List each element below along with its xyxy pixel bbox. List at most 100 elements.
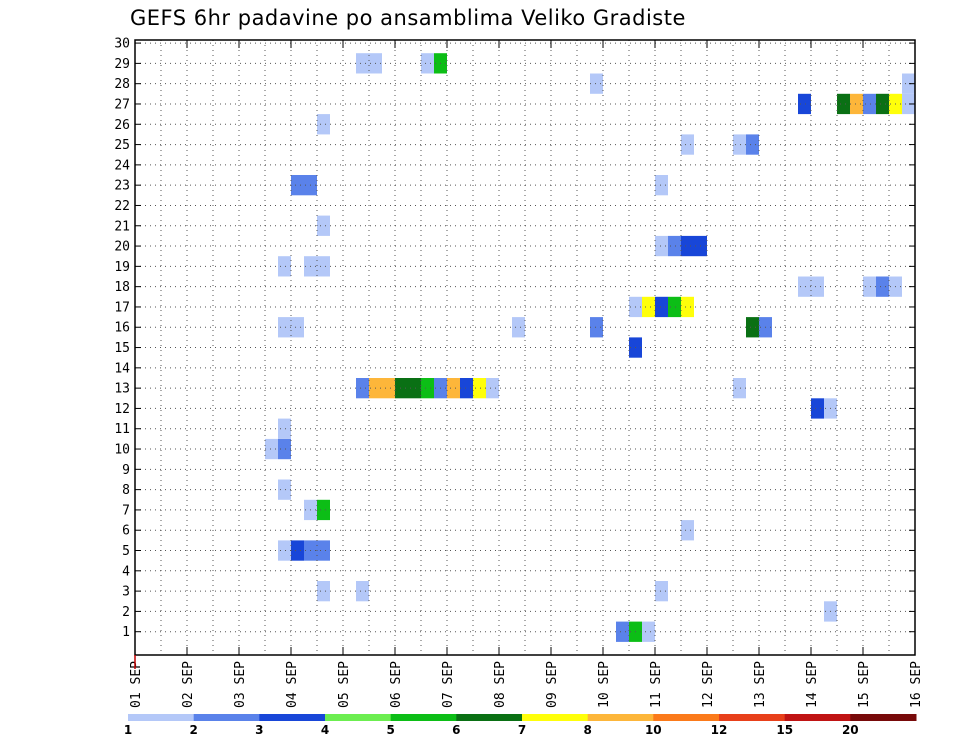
heatmap-cell: [681, 520, 694, 541]
heatmap-cell: [265, 438, 278, 460]
x-tick-label: 01 SEP: [129, 661, 144, 708]
heatmap-cell: [317, 114, 330, 135]
heatmap-cell: [811, 398, 824, 419]
heatmap-cell: [460, 378, 473, 399]
heatmap-cell: [811, 276, 824, 297]
heatmap-cell: [356, 53, 369, 74]
colorbar-segment: [390, 714, 457, 721]
x-tick-label: 02 SEP: [181, 661, 196, 708]
heatmap-cell: [278, 438, 291, 460]
y-tick-label: 4: [122, 564, 130, 579]
y-tick-label: 8: [122, 483, 130, 498]
heatmap-cell: [616, 621, 629, 642]
y-tick-label: 2: [122, 605, 130, 620]
colorbar-segment: [850, 714, 917, 721]
y-tick-label: 24: [114, 158, 130, 173]
y-tick-label: 10: [114, 443, 130, 458]
heatmap-cell: [421, 378, 434, 399]
y-tick-label: 7: [122, 503, 130, 518]
colorbar-label: 5: [387, 723, 395, 737]
y-tick-label: 25: [114, 138, 130, 153]
heatmap-cell: [863, 276, 876, 297]
colorbar-label: 15: [776, 723, 793, 737]
y-tick-label: 21: [114, 219, 130, 234]
x-tick-label: 14 SEP: [805, 661, 820, 708]
y-tick-label: 5: [122, 544, 130, 559]
y-tick-label: 22: [114, 199, 130, 214]
heatmap-cell: [902, 73, 915, 94]
heatmap-cell: [317, 499, 330, 521]
heatmap-cell: [733, 134, 746, 155]
y-tick-label: 1: [122, 625, 130, 640]
y-tick-label: 17: [114, 300, 130, 315]
heatmap-cell: [902, 93, 915, 115]
heatmap-cell: [512, 317, 525, 338]
heatmap-cell: [850, 93, 863, 115]
colorbar-label: 1: [124, 723, 132, 737]
y-tick-label: 14: [114, 361, 130, 376]
heatmap-cell: [408, 378, 421, 399]
heatmap-cell: [473, 378, 486, 399]
x-tick-label: 06 SEP: [389, 661, 404, 708]
y-tick-label: 11: [114, 422, 130, 437]
colorbar-segment: [193, 714, 260, 721]
heatmap-cell: [278, 256, 291, 277]
y-tick-label: 13: [114, 382, 130, 397]
plot-frame: [134, 39, 916, 656]
heatmap-cell: [668, 235, 681, 257]
heatmap-cell: [486, 378, 499, 399]
x-tick-label: 09 SEP: [545, 661, 560, 708]
heatmap-cell: [655, 296, 668, 318]
heatmap-cell: [590, 317, 603, 338]
colorbar-segment: [784, 714, 851, 721]
heatmap-cell: [655, 581, 668, 602]
colorbar-label: 2: [190, 723, 198, 737]
heatmap-cell: [798, 276, 811, 297]
heatmap-cell: [447, 378, 460, 399]
y-tick-label: 28: [114, 77, 130, 92]
y-tick-label: 3: [122, 585, 130, 600]
heatmap-cell: [291, 540, 304, 561]
heatmap-cell: [681, 134, 694, 155]
colorbar-label: 6: [452, 723, 460, 737]
y-tick-label: 23: [114, 179, 130, 194]
x-tick-label: 04 SEP: [285, 661, 300, 708]
x-tick-label: 08 SEP: [493, 661, 508, 708]
heatmap-cell: [681, 296, 694, 318]
colorbar-segment: [325, 714, 392, 721]
y-tick-label: 26: [114, 118, 130, 133]
heatmap-cell: [876, 93, 889, 115]
colorbar-label: 10: [645, 723, 662, 737]
colorbar-label: 8: [584, 723, 592, 737]
heatmap-cell: [278, 540, 291, 561]
y-tick-label: 6: [122, 524, 130, 539]
heatmap-cell: [291, 317, 304, 338]
heatmap-cell: [655, 235, 668, 257]
heatmap-cell: [837, 93, 850, 115]
x-tick-label: 16 SEP: [909, 661, 924, 708]
heatmap-cell: [356, 378, 369, 399]
x-tick-label: 13 SEP: [753, 661, 768, 708]
colorbar-segment: [653, 714, 720, 721]
heatmap-cell: [291, 175, 304, 196]
y-tick-label: 29: [114, 57, 130, 72]
x-tick-label: 12 SEP: [701, 661, 716, 708]
colorbar-segment: [719, 714, 786, 721]
y-tick-label: 20: [114, 240, 130, 255]
heatmap-cell: [733, 378, 746, 399]
y-tick-label: 30: [114, 37, 130, 52]
colorbar-label: 7: [518, 723, 526, 737]
colorbar-label: 4: [321, 723, 329, 737]
x-tick-label: 05 SEP: [337, 661, 352, 708]
heatmap-cell: [278, 317, 291, 338]
x-tick-label: 07 SEP: [441, 661, 456, 708]
heatmap-cell: [590, 73, 603, 94]
heatmap-cell: [746, 134, 759, 155]
x-tick-label: 15 SEP: [857, 661, 872, 708]
colorbar-label: 3: [255, 723, 263, 737]
heatmap-cell: [317, 215, 330, 236]
y-tick-label: 19: [114, 260, 130, 275]
heatmap-cell: [382, 378, 395, 399]
colorbar-segment: [128, 714, 195, 721]
